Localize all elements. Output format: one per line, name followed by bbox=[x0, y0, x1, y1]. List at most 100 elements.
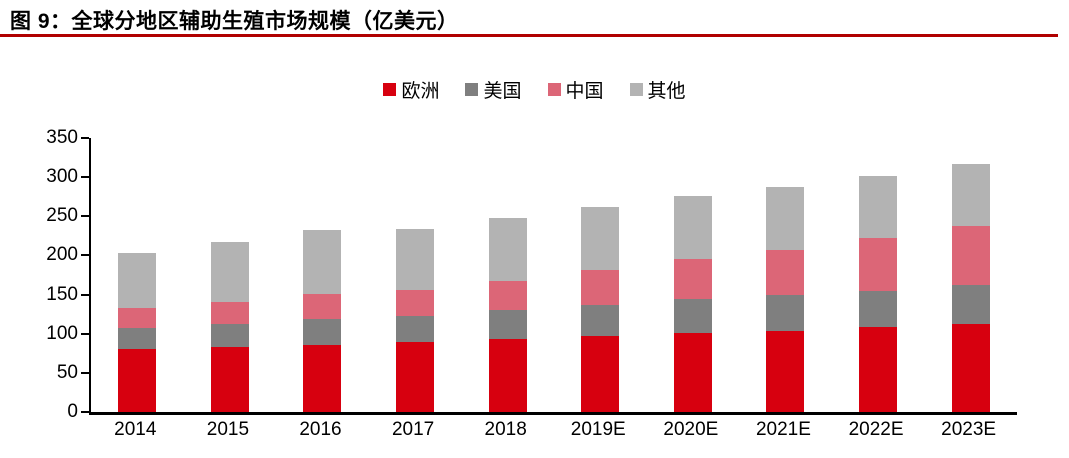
bar-segment-欧洲 bbox=[210, 347, 249, 412]
stacked-bar-2019E bbox=[581, 206, 620, 412]
x-axis-label-2022E: 2022E bbox=[848, 419, 904, 440]
bar-slot-2014 bbox=[91, 138, 184, 412]
y-tick-label: 0 bbox=[67, 401, 78, 422]
y-tick-label: 250 bbox=[46, 205, 78, 227]
bar-segment-其他 bbox=[303, 230, 342, 294]
stacked-bar-2023E bbox=[951, 163, 990, 412]
y-tick-mark bbox=[81, 332, 89, 335]
y-tick-mark bbox=[81, 176, 89, 179]
y-tick-mark bbox=[81, 411, 89, 413]
bar-slot-2022E bbox=[832, 138, 925, 412]
bar-segment-美国 bbox=[673, 299, 712, 333]
legend-label: 中国 bbox=[565, 81, 604, 102]
stacked-bar-2015 bbox=[210, 242, 249, 412]
y-axis: 0 50 100 150 200 250 300 350 bbox=[20, 127, 78, 422]
legend-item-欧洲: 欧洲 bbox=[383, 76, 439, 103]
y-tick-label: 50 bbox=[56, 361, 78, 383]
bar-segment-美国 bbox=[951, 285, 990, 325]
stacked-bar-2016 bbox=[303, 230, 342, 412]
legend-item-其他: 其他 bbox=[629, 76, 686, 103]
bar-segment-其他 bbox=[766, 186, 805, 250]
legend-item-美国: 美国 bbox=[465, 76, 522, 103]
legend-swatch-icon bbox=[629, 83, 643, 96]
bars-row bbox=[91, 138, 1017, 412]
bar-segment-欧洲 bbox=[488, 339, 527, 412]
title-accent-rule bbox=[0, 34, 1058, 37]
bar-segment-中国 bbox=[766, 249, 805, 296]
bar-segment-中国 bbox=[581, 269, 620, 305]
stacked-bar-2021E bbox=[766, 186, 805, 412]
x-axis-label-2021E: 2021E bbox=[755, 419, 811, 440]
bar-segment-欧洲 bbox=[303, 344, 342, 412]
bar-slot-2023E bbox=[924, 138, 1017, 412]
bar-segment-中国 bbox=[673, 259, 712, 300]
bar-segment-欧洲 bbox=[859, 327, 898, 412]
bar-segment-中国 bbox=[118, 307, 157, 329]
legend-swatch-icon bbox=[383, 83, 397, 96]
bar-segment-欧洲 bbox=[581, 336, 620, 412]
bar-segment-美国 bbox=[118, 328, 157, 350]
bar-segment-中国 bbox=[303, 293, 342, 319]
bar-segment-美国 bbox=[766, 295, 805, 331]
bar-segment-中国 bbox=[210, 302, 249, 324]
bar-segment-美国 bbox=[396, 315, 435, 343]
bar-segment-其他 bbox=[859, 175, 898, 239]
bar-slot-2018 bbox=[461, 138, 554, 412]
bar-segment-其他 bbox=[396, 228, 435, 290]
x-axis-label-2020E: 2020E bbox=[663, 419, 719, 440]
bar-slot-2016 bbox=[276, 138, 369, 412]
bar-segment-美国 bbox=[581, 304, 620, 337]
bar-segment-美国 bbox=[859, 290, 898, 328]
y-tick-mark bbox=[81, 254, 89, 257]
bar-slot-2015 bbox=[184, 138, 277, 412]
stacked-bar-2020E bbox=[673, 195, 712, 412]
y-tick-mark bbox=[81, 137, 89, 139]
bar-segment-欧洲 bbox=[951, 324, 990, 412]
legend-label: 欧洲 bbox=[401, 81, 440, 102]
bar-segment-中国 bbox=[951, 225, 990, 286]
y-tick-label: 350 bbox=[46, 127, 78, 148]
legend-item-中国: 中国 bbox=[547, 76, 604, 103]
figure-title: 图 9：全球分地区辅助生殖市场规模（亿美元） bbox=[10, 10, 459, 33]
x-axis-label-2018: 2018 bbox=[484, 419, 527, 440]
legend-swatch-icon bbox=[465, 83, 479, 96]
y-tick-label: 100 bbox=[46, 322, 78, 344]
x-axis-label-2019E: 2019E bbox=[570, 419, 626, 440]
bar-segment-欧洲 bbox=[118, 349, 157, 412]
x-axis-labels: 2014 2015 2016 2017 2018 2019E 2020E 2021E 2022E… bbox=[89, 419, 1015, 441]
bar-segment-中国 bbox=[488, 280, 527, 311]
bar-segment-其他 bbox=[210, 242, 249, 303]
x-axis-label-2016: 2016 bbox=[299, 419, 342, 440]
bar-segment-其他 bbox=[951, 163, 990, 226]
legend-label: 其他 bbox=[647, 81, 686, 102]
legend: 欧洲 美国 中国 其他 bbox=[0, 76, 1069, 103]
bar-segment-其他 bbox=[118, 253, 157, 308]
stacked-bar-2017 bbox=[396, 228, 435, 412]
bar-segment-其他 bbox=[581, 206, 620, 270]
bar-segment-美国 bbox=[210, 323, 249, 348]
y-tick-label: 150 bbox=[46, 283, 78, 305]
y-tick-mark bbox=[81, 215, 89, 218]
bar-segment-美国 bbox=[303, 318, 342, 345]
legend-label: 美国 bbox=[483, 81, 522, 102]
bar-segment-美国 bbox=[488, 310, 527, 340]
x-axis-label-2015: 2015 bbox=[206, 419, 250, 440]
y-tick-label: 200 bbox=[46, 244, 78, 266]
plot-area bbox=[81, 137, 1017, 415]
bar-slot-2019E bbox=[554, 138, 647, 412]
bar-slot-2021E bbox=[739, 138, 832, 412]
bar-slot-2020E bbox=[647, 138, 740, 412]
bar-segment-中国 bbox=[859, 238, 898, 291]
stacked-bar-2018 bbox=[488, 217, 527, 412]
y-tick-mark bbox=[81, 293, 89, 296]
bar-segment-欧洲 bbox=[673, 332, 712, 412]
bar-segment-欧洲 bbox=[766, 330, 805, 412]
legend-swatch-icon bbox=[547, 83, 561, 96]
x-axis-label-2017: 2017 bbox=[391, 419, 435, 440]
bar-segment-其他 bbox=[488, 217, 527, 281]
y-tick-mark bbox=[81, 371, 89, 374]
x-axis-label-2023E: 2023E bbox=[941, 419, 997, 440]
y-tick-label: 300 bbox=[46, 166, 78, 188]
stacked-bar-2014 bbox=[118, 253, 157, 412]
bar-segment-欧洲 bbox=[396, 342, 435, 412]
